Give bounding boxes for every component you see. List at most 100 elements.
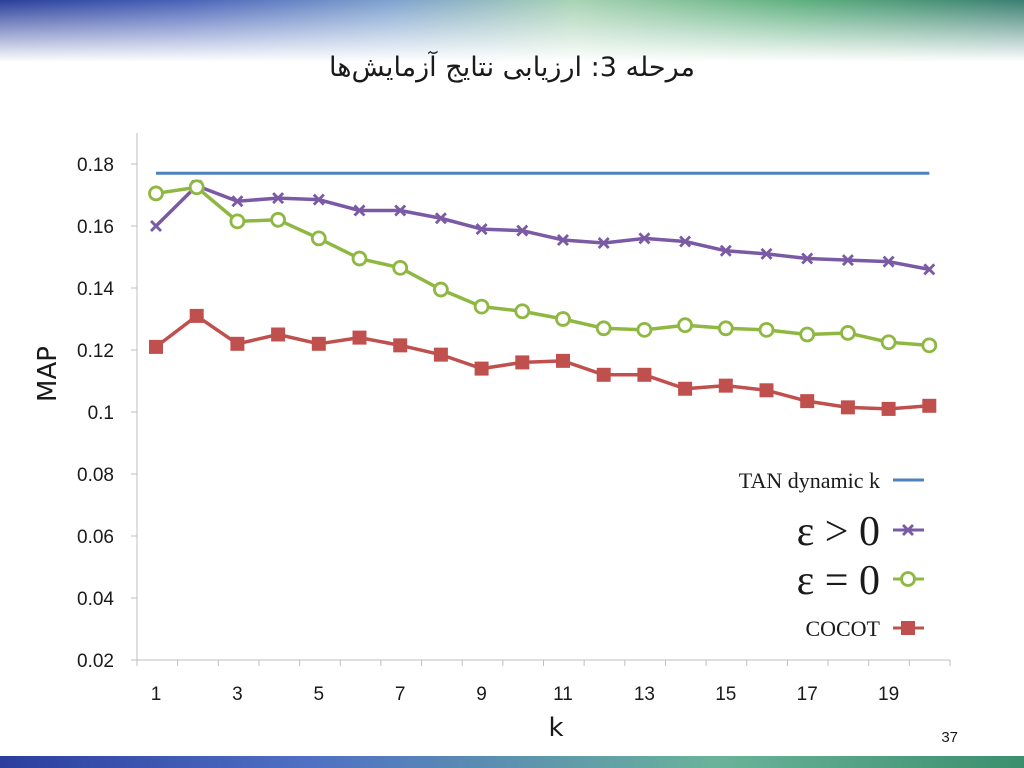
square-marker [189,308,204,323]
y-tick-labels: 0.18 0.16 0.14 0.12 0.1 0.08 0.06 0.04 0.02 [77,155,114,672]
x-tick-label: 5 [314,684,325,705]
x-tick-label: 7 [395,684,406,705]
x-tick-label: 13 [634,684,655,705]
x-marker [902,524,914,536]
marker-stroke [719,244,732,257]
series-1 [150,179,936,276]
chart-series [148,171,938,416]
slide-page-number: 37 [941,729,958,746]
x-tick-label: 19 [878,684,899,705]
circle-marker [840,325,856,341]
x-marker [679,235,692,248]
x-marker [841,254,854,267]
y-tick-label: 0.18 [77,155,114,176]
marker-stroke [923,263,936,276]
square-marker [230,336,245,351]
y-tick-label: 0.1 [88,403,114,424]
square-marker [393,338,408,353]
y-tick-label: 0.04 [77,589,114,610]
square-marker [474,361,489,376]
square-marker [800,394,815,409]
marker-stroke [516,224,529,237]
circle-marker [229,213,246,230]
legend-entry-1: ε > 0 [797,509,924,555]
square-marker [678,381,693,396]
slide-title: مرحله 3: ارزیابی نتایج آزمایش‌ها [329,52,695,83]
circle-marker [880,334,897,351]
x-tick-label: 1 [151,684,162,705]
circle-marker [270,211,287,228]
x-marker [434,212,447,225]
circle-marker [188,179,205,196]
marker-stroke [597,237,610,250]
circle-marker [595,320,612,337]
marker-stroke [841,254,854,267]
series-line [154,183,930,272]
series-3 [149,308,937,416]
x-marker [353,204,366,217]
square-marker [759,383,774,398]
square-marker [271,327,286,342]
square-marker [433,347,448,362]
legend-entry-0: TAN dynamic k [739,468,924,493]
legend-label: ε = 0 [797,558,880,604]
marker-stroke [150,220,162,232]
marker-stroke [353,204,366,217]
x-marker [516,224,529,237]
square-marker [840,400,855,415]
x-tick-label: 17 [797,684,818,705]
x-marker [272,192,285,205]
square-marker [922,398,937,413]
y-tick-label: 0.06 [77,527,114,548]
square-marker [718,378,733,393]
circle-marker [310,230,327,247]
marker-stroke [312,193,325,206]
x-marker [760,247,773,260]
x-marker [312,193,325,206]
x-marker [394,204,407,217]
legend-label: TAN dynamic k [739,468,880,493]
circle-marker [758,321,775,338]
square-marker [637,367,652,382]
y-tick-label: 0.02 [77,651,114,672]
legend-entry-3: COCOT [805,616,924,641]
x-axis-title: k [548,713,563,743]
x-tick-label: 11 [553,684,573,705]
marker-stroke [801,252,814,265]
x-tick-label: 15 [715,684,736,705]
x-marker [882,255,895,268]
circle-marker [473,298,490,315]
marker-stroke [679,235,692,248]
marker-stroke [272,192,285,205]
circle-marker [392,259,409,276]
x-marker [597,237,610,250]
square-marker [311,336,326,351]
marker-stroke [475,223,488,236]
series-line [155,185,930,348]
circle-marker [636,321,653,338]
x-marker [719,244,732,257]
circle-marker [555,311,571,327]
x-marker [638,232,651,245]
circle-marker [900,571,916,587]
bottom-decorative-band [0,756,1024,768]
series-2 [148,179,938,354]
circle-marker [677,317,693,334]
y-tick-label: 0.08 [77,465,114,486]
x-marker [801,252,814,265]
square-marker [515,355,530,370]
x-tick-label: 9 [476,684,487,705]
marker-stroke [882,255,895,268]
square-marker [556,353,570,368]
circle-marker [799,326,816,343]
marker-stroke [557,233,569,246]
marker-stroke [760,247,773,260]
circle-marker [432,281,449,298]
marker-stroke [902,524,914,536]
x-marker [475,223,488,236]
y-tick-label: 0.12 [77,341,114,362]
square-marker [901,621,915,635]
y-axis-title: MAP [33,346,63,402]
circle-marker [717,320,734,337]
